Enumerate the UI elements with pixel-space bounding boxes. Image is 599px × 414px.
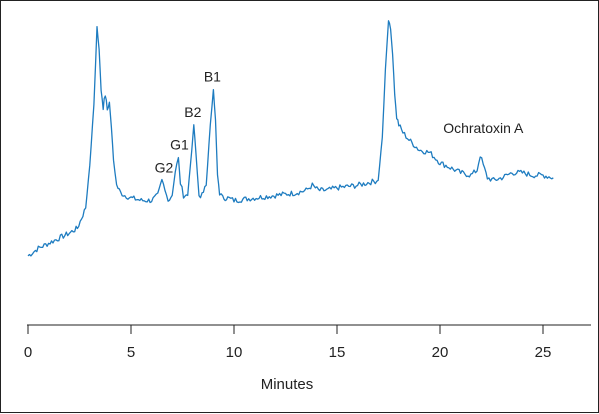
x-tick-label-20: 20	[432, 344, 449, 361]
peak-labels: G2 G1 B2 B1 Ochratoxin A	[155, 69, 524, 176]
x-axis-label: Minutes	[261, 376, 314, 393]
peak-label-g2: G2	[155, 159, 174, 175]
x-tick-label-0: 0	[24, 344, 32, 361]
chromatogram-trace	[27, 20, 554, 257]
x-axis-tick-labels: 0 5 10 15 20 25	[24, 344, 552, 361]
x-tick-label-15: 15	[329, 344, 346, 361]
x-tick-label-5: 5	[127, 344, 135, 361]
x-tick-label-10: 10	[226, 344, 243, 361]
peak-label-g1: G1	[170, 137, 189, 153]
peak-label-b2: B2	[184, 104, 201, 120]
x-axis-ticks	[27, 325, 544, 334]
peak-label-ochratoxin-a: Ochratoxin A	[443, 120, 524, 136]
x-tick-label-25: 25	[535, 344, 552, 361]
peak-label-b1: B1	[204, 69, 221, 85]
